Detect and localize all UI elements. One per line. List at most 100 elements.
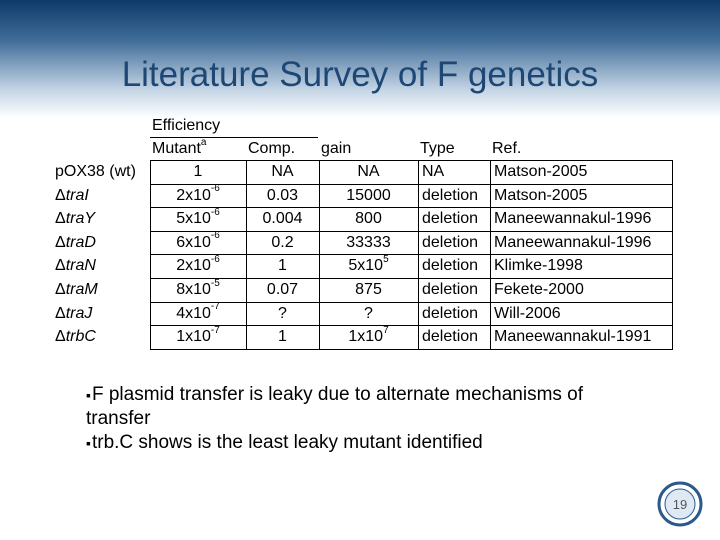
- base-text: 6x10: [176, 233, 211, 251]
- group-label: Efficiency: [152, 117, 221, 134]
- table-cell: ?: [364, 304, 373, 322]
- delta: Δ: [55, 304, 66, 322]
- table-cell: Maneewannakul-1996: [494, 233, 652, 251]
- table-rule: [150, 325, 673, 327]
- table-cell: 1: [193, 163, 203, 180]
- table-rule: [246, 160, 247, 349]
- table-rule: [418, 160, 419, 349]
- base-text: 8x10: [176, 281, 211, 298]
- table-cell: NA: [422, 163, 445, 180]
- row-label: ΔtraD: [55, 231, 96, 255]
- table-cell: 1: [278, 257, 287, 275]
- table-cell: deletion: [422, 328, 479, 346]
- bullet-item: F plasmid transfer is leaky due to alter…: [86, 383, 646, 431]
- mutant-name: traI: [65, 186, 89, 204]
- table-rule: [150, 207, 673, 209]
- table-cell: Maneewannakul-1996: [494, 210, 652, 228]
- table-cell: 800: [355, 210, 382, 228]
- table-cell: deletion: [422, 186, 479, 204]
- bullet-list: F plasmid transfer is leaky due to alter…: [86, 383, 646, 455]
- table-cell: 2x10-6: [150, 184, 246, 208]
- base-text: 1x10: [348, 328, 384, 346]
- row-label: ΔtrbC: [55, 325, 96, 349]
- delta: Δ: [55, 186, 66, 204]
- column-header: gain: [321, 140, 352, 157]
- mutant-name: traD: [65, 233, 96, 251]
- exponent: -6: [210, 183, 220, 195]
- table-cell: 2x10-6: [150, 254, 246, 278]
- exponent: -5: [210, 277, 220, 289]
- exponent: -6: [210, 254, 220, 266]
- table-cell: 4x10-7: [150, 302, 246, 326]
- exponent: -7: [210, 324, 220, 336]
- row-label: ΔtraN: [55, 254, 96, 278]
- table-cell: 0.07: [266, 281, 299, 298]
- delta: Δ: [55, 328, 66, 346]
- table-rule: [150, 278, 673, 279]
- row-label: ΔtraM: [55, 278, 98, 302]
- table-rule: [150, 254, 673, 256]
- table-cell: deletion: [422, 304, 479, 322]
- column-header: Type: [420, 140, 455, 157]
- table-rule: [150, 160, 151, 349]
- table-rule: [490, 160, 491, 349]
- column-header: Ref.: [492, 140, 522, 157]
- delta: Δ: [55, 233, 66, 251]
- table-rule: [150, 183, 673, 185]
- base-text: 1x10: [176, 328, 211, 346]
- base-text: 5x10: [176, 210, 211, 228]
- row-label: ΔtraY: [55, 207, 95, 231]
- table-cell: Matson-2005: [494, 163, 588, 180]
- table-cell: deletion: [422, 210, 479, 228]
- base-text: 5x10: [348, 257, 384, 275]
- exponent: -6: [210, 230, 220, 242]
- table-cell: Maneewannakul-1991: [494, 328, 652, 346]
- table-rule: [150, 160, 673, 161]
- table-cell: 875: [355, 281, 382, 298]
- mutant-name: pOX38 (wt): [55, 163, 136, 180]
- table-cell: 5x10-6: [150, 207, 246, 231]
- table-cell: 33333: [346, 233, 391, 251]
- delta: Δ: [55, 257, 66, 275]
- base-text: 2x10: [176, 257, 211, 275]
- table-cell: 0.03: [266, 186, 299, 204]
- table-cell: NA: [357, 163, 380, 180]
- table-cell: 8x10-5: [150, 278, 246, 302]
- table-cell: 5x105: [319, 254, 418, 278]
- table-cell: 1: [278, 328, 287, 346]
- delta: Δ: [55, 281, 66, 298]
- logo: 19: [657, 481, 703, 527]
- table-rule: [150, 137, 318, 138]
- table-cell: 6x10-6: [150, 231, 246, 255]
- table-cell: ?: [278, 304, 287, 322]
- column-header: Comp.: [248, 140, 296, 157]
- exponent: a: [200, 136, 207, 148]
- mutant-name: traY: [65, 210, 96, 228]
- logo-inner: [664, 488, 696, 520]
- table-cell: 1x107: [319, 325, 418, 349]
- exponent: -6: [210, 206, 220, 218]
- bullet-item: trb.C shows is the least leaky mutant id…: [86, 431, 646, 455]
- table-cell: 0.004: [262, 210, 303, 228]
- row-label: ΔtraI: [55, 184, 89, 208]
- base-text: 4x10: [176, 304, 211, 322]
- base-text: Mutant: [152, 140, 201, 157]
- table-cell: 0.2: [271, 233, 294, 251]
- table-rule: [319, 160, 320, 349]
- row-label: pOX38 (wt): [55, 160, 136, 184]
- table-cell: Klimke-1998: [494, 257, 583, 275]
- table-cell: Will-2006: [494, 304, 561, 322]
- table-rule: [150, 301, 673, 303]
- table-cell: Matson-2005: [494, 186, 588, 204]
- mutant-name: traN: [65, 257, 96, 275]
- table-cell: deletion: [422, 257, 479, 275]
- table-rule: [150, 348, 673, 350]
- table-cell: deletion: [422, 281, 479, 298]
- exponent: 5: [383, 254, 389, 266]
- column-header: Mutanta: [148, 137, 244, 161]
- base-text: 2x10: [176, 186, 211, 204]
- table-cell: deletion: [422, 233, 479, 251]
- mutant-name: trbC: [65, 328, 96, 346]
- exponent: -7: [210, 301, 220, 313]
- table-cell: 1x10-7: [150, 325, 246, 349]
